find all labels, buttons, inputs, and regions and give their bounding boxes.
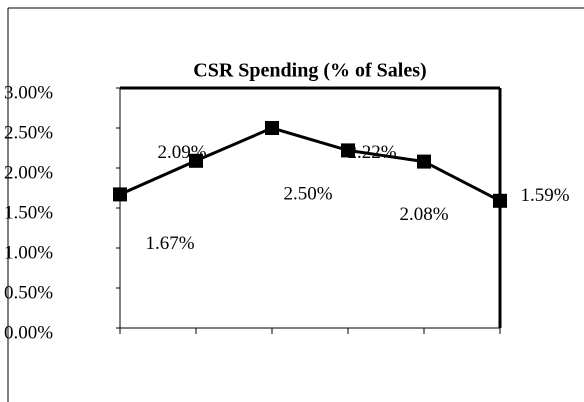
marker bbox=[341, 143, 355, 158]
y-tick-label: 0.50% bbox=[4, 282, 53, 303]
marker bbox=[189, 153, 203, 168]
data-label: 2.22% bbox=[347, 142, 396, 163]
data-label: 2.08% bbox=[399, 204, 448, 225]
y-tick-label: 3.00% bbox=[4, 82, 53, 103]
data-label: 1.59% bbox=[520, 185, 569, 206]
y-tick-label: 1.50% bbox=[4, 202, 53, 223]
data-label: 1.67% bbox=[145, 233, 194, 254]
data-label: 2.50% bbox=[283, 183, 332, 204]
y-tick-label: 0.00% bbox=[4, 322, 53, 343]
marker bbox=[493, 193, 507, 208]
line-series bbox=[119, 126, 501, 203]
data-label: 2.09% bbox=[157, 142, 206, 163]
marker bbox=[417, 154, 431, 169]
y-tick-label: 2.00% bbox=[4, 162, 53, 183]
y-tick-label: 2.50% bbox=[4, 122, 53, 143]
marker bbox=[113, 187, 127, 202]
marker bbox=[265, 121, 279, 135]
y-tick-label: 1.00% bbox=[4, 242, 53, 263]
chart-title: CSR Spending (% of Sales) bbox=[193, 60, 426, 82]
